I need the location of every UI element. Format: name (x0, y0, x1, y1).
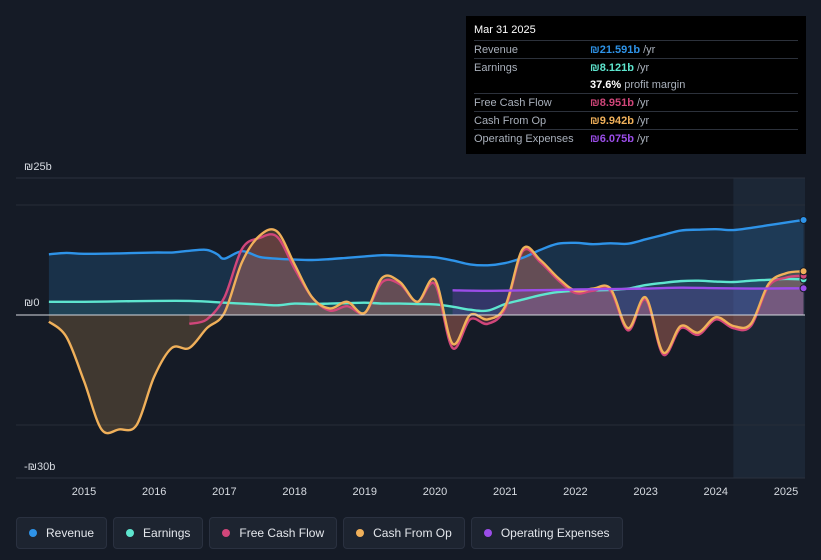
tooltip-row-value: ₪9.942b (590, 114, 634, 127)
tooltip-row: Operating Expenses ₪6.075b/yr (474, 129, 798, 147)
x-tick-label: 2019 (353, 486, 377, 498)
x-tick-label: 2020 (423, 486, 447, 498)
tooltip-row-label: Earnings (474, 61, 518, 74)
legend-dot-icon (126, 529, 135, 537)
tooltip-row-label: Revenue (474, 43, 519, 56)
gridlines (16, 177, 805, 479)
legend-label: Free Cash Flow (239, 526, 325, 540)
tooltip-row: 37.6% profit margin (474, 76, 798, 93)
legend-item-cash-from-op[interactable]: Cash From Op (343, 517, 465, 549)
tooltip-row-value: ₪8.121b (590, 61, 634, 74)
x-tick-label: 2015 (72, 486, 96, 498)
legend-item-free-cash-flow[interactable]: Free Cash Flow (209, 517, 338, 549)
tooltip-row-label: Free Cash Flow (474, 96, 552, 109)
tooltip-row: Free Cash Flow ₪8.951b/yr (474, 93, 798, 111)
tooltip-row-unit: /yr (636, 96, 650, 109)
plot-background (16, 178, 805, 478)
x-tick-label: 2017 (212, 486, 236, 498)
series-endpoints (799, 215, 808, 293)
y-axis-label-bottom: -₪30b (24, 461, 55, 473)
tooltip-row-value: ₪21.591b (590, 43, 641, 56)
x-tick-label: 2024 (704, 486, 728, 498)
area-cash-from-op (48, 229, 804, 434)
tooltip-row-label: Cash From Op (474, 114, 547, 127)
tooltip-row-unit: /yr (643, 43, 656, 56)
x-tick-label: 2018 (282, 486, 306, 498)
y-axis-label-top: ₪25b (24, 161, 52, 173)
tooltip-panel: Mar 31 2025 Revenue ₪21.591b/yr Earnings ₪8… (466, 16, 806, 154)
legend-label: Operating Expenses (500, 526, 610, 540)
x-tick-label: 2023 (633, 486, 657, 498)
line-earnings (48, 277, 804, 313)
legend-dot-icon (356, 529, 365, 537)
x-tick-label: 2022 (563, 486, 587, 498)
line-cash-from-op (48, 228, 804, 435)
endpoint-cash-from-op (799, 267, 808, 276)
tooltip-row: Cash From Op ₪9.942b/yr (474, 111, 798, 129)
legend-dot-icon (483, 529, 492, 537)
area-earnings (48, 278, 804, 315)
series-lines (16, 218, 805, 435)
line-operating-expenses (452, 286, 804, 292)
endpoint-operating-expenses (799, 284, 808, 293)
legend-label: Revenue (46, 526, 95, 540)
line-free-cash-flow (189, 233, 804, 357)
legend-label: Earnings (143, 526, 191, 540)
tooltip-row-label: Operating Expenses (474, 132, 574, 145)
legend-label: Cash From Op (373, 526, 452, 540)
legend-item-revenue[interactable]: Revenue (16, 517, 108, 549)
tooltip-row: Earnings ₪8.121b/yr (474, 58, 798, 76)
tooltip-row-value: ₪6.075b (590, 132, 634, 145)
legend-item-earnings[interactable]: Earnings (113, 517, 204, 549)
tooltip-rows: Revenue ₪21.591b/yr Earnings ₪8.121b/yr 37.6… (474, 40, 798, 147)
x-tick-label: 2025 (774, 486, 798, 498)
tooltip-row-unit: /yr (636, 114, 650, 127)
endpoint-revenue (799, 215, 808, 224)
x-axis-ticks: 2015 2016 2017 2018 2019 2020 2021 2022 2023 2024… (72, 486, 798, 498)
tooltip-row-unit: profit margin (624, 78, 686, 91)
tooltip-row-unit: /yr (636, 132, 650, 145)
legend: Revenue Earnings Free Cash Flow Cash From O… (16, 517, 623, 549)
legend-dot-icon (222, 529, 231, 537)
tooltip-row-unit: /yr (636, 61, 650, 74)
legend-item-operating-expenses[interactable]: Operating Expenses (470, 517, 623, 549)
tooltip-date: Mar 31 2025 (474, 24, 536, 36)
x-tick-label: 2021 (493, 486, 517, 498)
x-tick-label: 2016 (142, 486, 166, 498)
tooltip-row: Revenue ₪21.591b/yr (474, 40, 798, 58)
legend-dot-icon (29, 529, 37, 537)
tooltip-row-value: 37.6% (590, 78, 622, 91)
tooltip-row-value: ₪8.951b (590, 96, 634, 109)
line-revenue (48, 218, 804, 267)
y-axis-label-zero: ₪0 (24, 297, 39, 309)
